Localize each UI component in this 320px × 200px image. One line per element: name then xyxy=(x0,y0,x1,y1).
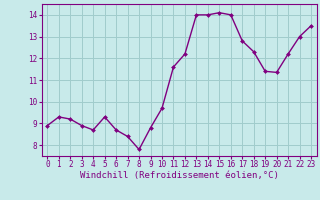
X-axis label: Windchill (Refroidissement éolien,°C): Windchill (Refroidissement éolien,°C) xyxy=(80,171,279,180)
